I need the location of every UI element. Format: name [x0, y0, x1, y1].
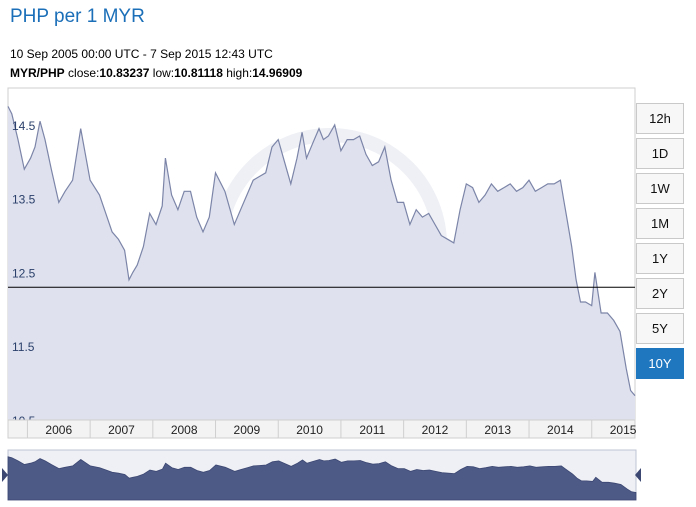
range-button-1w[interactable]: 1W — [636, 173, 684, 204]
y-tick-label: 13.5 — [12, 193, 36, 207]
quote-stats: MYR/PHP close:10.83237 low:10.81118 high… — [10, 66, 302, 80]
high-value: 14.96909 — [252, 66, 303, 80]
y-tick-label: 14.5 — [12, 119, 36, 133]
low-value: 10.81118 — [174, 66, 223, 80]
range-button-2y[interactable]: 2Y — [636, 278, 684, 309]
high-label: high: — [226, 66, 253, 80]
x-tick-label: 2015 — [610, 423, 637, 437]
navigator-left-handle-icon[interactable] — [2, 468, 8, 482]
series-area — [8, 106, 635, 421]
navigator-area — [7, 456, 637, 501]
navigator-right-handle-icon[interactable] — [635, 468, 641, 482]
x-tick-label: 2012 — [422, 423, 449, 437]
range-button-1m[interactable]: 1M — [636, 208, 684, 239]
y-tick-label: 12.5 — [12, 266, 36, 280]
date-range: 10 Sep 2005 00:00 UTC - 7 Sep 2015 12:43… — [10, 47, 273, 61]
close-label: close: — [68, 66, 100, 80]
range-button-12h[interactable]: 12h — [636, 103, 684, 134]
x-tick-label: 2008 — [171, 423, 198, 437]
pair-label: MYR/PHP — [10, 66, 65, 80]
x-tick-label: 2009 — [234, 423, 261, 437]
range-button-1y[interactable]: 1Y — [636, 243, 684, 274]
close-value: 10.83237 — [99, 66, 150, 80]
page-title: PHP per 1 MYR — [10, 6, 145, 27]
x-tick-label: 2006 — [45, 423, 72, 437]
x-tick-label: 2007 — [108, 423, 135, 437]
x-tick-label: 2010 — [296, 423, 323, 437]
range-button-5y[interactable]: 5Y — [636, 313, 684, 344]
low-label: low: — [152, 66, 175, 80]
y-tick-label: 11.5 — [12, 340, 35, 354]
range-button-10y[interactable]: 10Y — [636, 348, 684, 379]
x-tick-label: 2011 — [359, 423, 385, 437]
x-tick-label: 2014 — [547, 423, 574, 437]
x-tick-label: 2013 — [484, 423, 511, 437]
range-button-1d[interactable]: 1D — [636, 138, 684, 169]
series-line — [7, 106, 636, 397]
x-axis-band — [7, 419, 636, 439]
